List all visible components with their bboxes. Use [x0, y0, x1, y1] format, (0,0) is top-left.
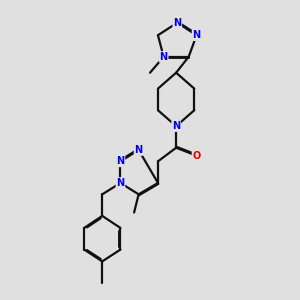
- Text: N: N: [173, 18, 181, 28]
- Text: N: N: [116, 156, 124, 167]
- Text: N: N: [193, 30, 201, 40]
- Text: N: N: [172, 121, 180, 131]
- Text: N: N: [160, 52, 168, 62]
- Text: N: N: [135, 145, 143, 155]
- Text: O: O: [193, 151, 201, 161]
- Text: N: N: [116, 178, 124, 188]
